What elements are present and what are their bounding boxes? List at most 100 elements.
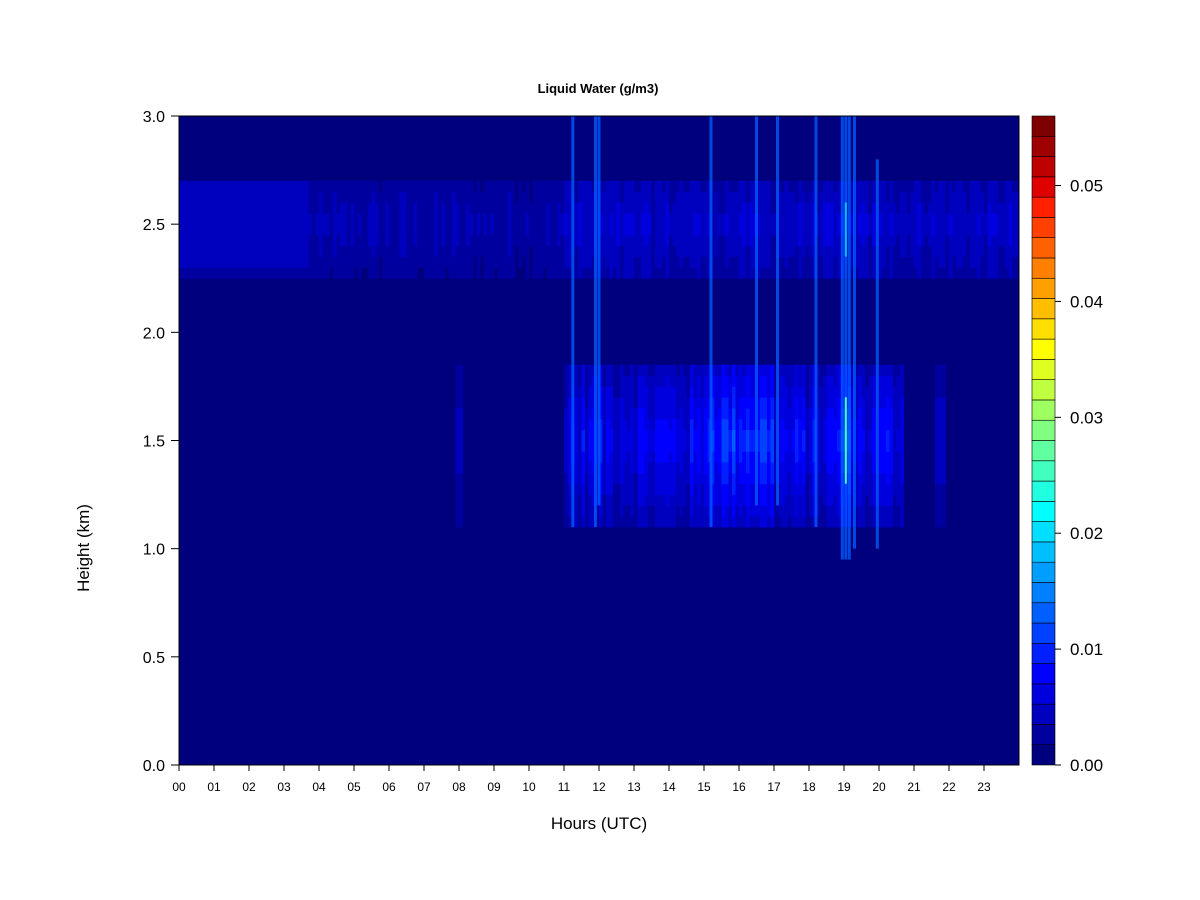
heatmap-cell — [651, 191, 656, 203]
heatmap-cell — [588, 483, 593, 495]
heatmap-cell — [865, 440, 869, 452]
heatmap-cell — [634, 180, 638, 193]
heatmap-cell — [728, 180, 733, 193]
heatmap-cell — [627, 429, 631, 441]
heatmap-cell — [263, 180, 267, 193]
heatmap-cell — [518, 245, 523, 258]
heatmap-cell — [466, 180, 470, 193]
heatmap-cell — [889, 386, 894, 398]
heatmap-cell — [585, 191, 589, 203]
heatmap-cell — [721, 224, 726, 236]
heatmap-cell — [774, 180, 778, 193]
heatmap-cell — [823, 202, 827, 214]
heatmap-cell — [574, 234, 579, 247]
heatmap-cell — [963, 256, 967, 268]
heatmap-cell — [966, 267, 971, 279]
heatmap-cell — [826, 364, 831, 376]
heatmap-cell — [385, 234, 390, 247]
heatmap-cell — [217, 245, 222, 258]
heatmap-cell — [732, 516, 736, 528]
heatmap-cell — [595, 386, 600, 398]
heatmap-cell — [613, 245, 617, 258]
heatmap-cell — [749, 516, 754, 528]
heatmap-cell — [781, 408, 785, 420]
heatmap-cell — [735, 234, 740, 247]
heatmap-cell — [417, 213, 421, 225]
heatmap-cell — [833, 224, 838, 236]
heatmap-cell — [728, 483, 733, 495]
heatmap-cell — [774, 386, 778, 398]
heatmap-cell — [746, 256, 750, 268]
heatmap-cell — [648, 408, 652, 420]
heatmap-cell — [774, 191, 778, 203]
heatmap-cell — [865, 462, 869, 474]
heatmap-cell — [574, 364, 579, 376]
heatmap-cell — [595, 191, 600, 203]
heatmap-cell — [298, 256, 302, 268]
heatmap-cell — [329, 202, 334, 214]
heatmap-cell — [389, 213, 393, 225]
heatmap-cell — [816, 494, 820, 506]
heatmap-cell — [942, 483, 946, 495]
heatmap-cell — [501, 224, 505, 236]
heatmap-cell — [333, 191, 337, 203]
heatmap-cell — [287, 202, 292, 214]
heatmap-cell — [872, 224, 876, 236]
heatmap-cell — [354, 224, 358, 236]
heatmap-cell — [627, 256, 631, 268]
heatmap-cell — [987, 213, 992, 225]
heatmap-cell — [599, 494, 603, 506]
heatmap-cell — [739, 462, 743, 474]
heatmap-cell — [837, 472, 841, 485]
heatmap-cell — [613, 375, 617, 387]
heatmap-cell — [931, 234, 936, 247]
heatmap-cell — [623, 429, 628, 441]
heatmap-cell — [753, 191, 757, 203]
heatmap-cell — [602, 418, 607, 431]
heatmap-cell — [606, 462, 610, 474]
heatmap-cell — [823, 462, 827, 474]
heatmap-cell — [501, 245, 505, 258]
heatmap-cell — [630, 256, 635, 268]
heatmap-cell — [693, 245, 698, 258]
heatmap-cell — [861, 267, 866, 279]
heatmap-cell — [354, 256, 358, 268]
heatmap-cell — [585, 494, 589, 506]
heatmap-cell — [403, 202, 407, 214]
heatmap-cell — [791, 375, 796, 387]
heatmap-cell — [746, 245, 750, 258]
heatmap-cell — [270, 256, 274, 268]
heatmap-cell — [767, 505, 771, 517]
heatmap-cell — [924, 224, 929, 236]
heatmap-cell — [669, 408, 673, 420]
heatmap-cell — [665, 267, 670, 279]
heatmap-cell — [616, 451, 621, 463]
heatmap-cell — [487, 267, 491, 279]
heatmap-cell — [837, 256, 841, 268]
heatmap-cell — [200, 180, 204, 193]
heatmap-cell — [760, 267, 764, 279]
heatmap-cell — [1001, 191, 1006, 203]
heatmap-cell — [179, 267, 183, 279]
heatmap-cell — [763, 440, 768, 452]
heatmap-cell — [578, 191, 582, 203]
heatmap-cell — [413, 224, 418, 236]
heatmap-cell — [438, 256, 442, 268]
heatmap-cell — [210, 256, 215, 268]
heatmap-cell — [868, 505, 873, 517]
heatmap-cell — [837, 245, 841, 258]
heatmap-cell — [651, 397, 656, 409]
heatmap-cell — [795, 429, 799, 441]
heatmap-cell — [784, 180, 789, 193]
heatmap-cell — [340, 256, 344, 268]
heatmap-cell — [819, 267, 824, 279]
heatmap-cell — [686, 397, 691, 409]
heatmap-cell — [228, 256, 232, 268]
heatmap-cell — [280, 191, 285, 203]
heatmap-cell — [637, 451, 642, 463]
heatmap-cell — [833, 494, 838, 506]
heatmap-cell — [753, 429, 757, 441]
heatmap-cell — [861, 516, 866, 528]
heatmap-cell — [711, 483, 715, 495]
heatmap-cell — [945, 267, 950, 279]
